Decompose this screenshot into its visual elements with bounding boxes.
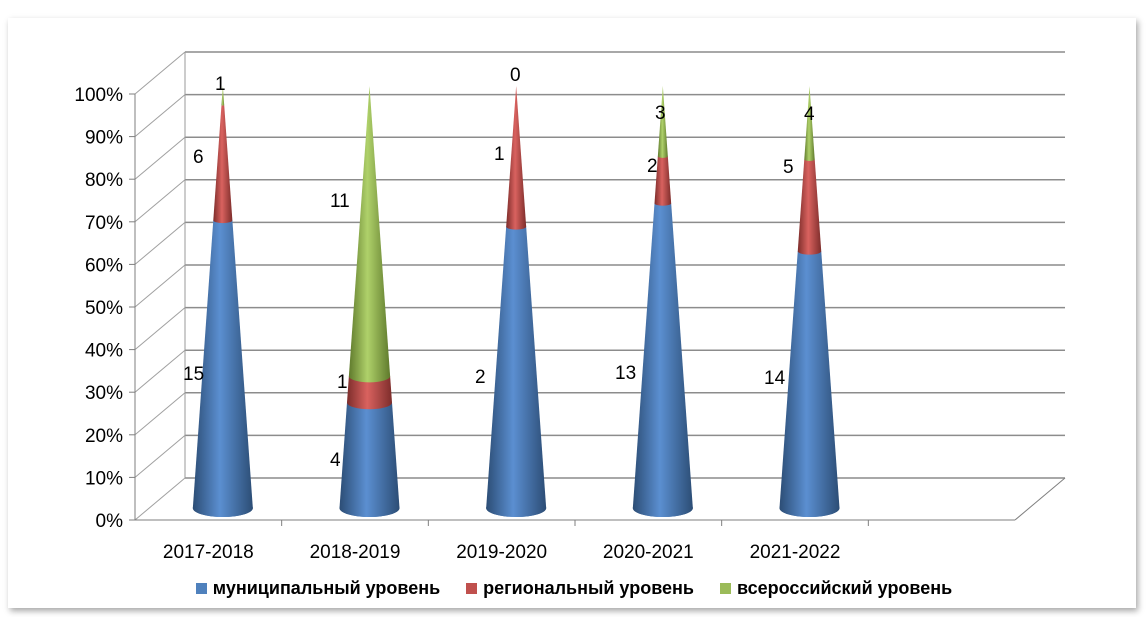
data-label: 15	[183, 364, 204, 385]
cone-segment	[632, 203, 693, 517]
cone-segment	[221, 86, 225, 106]
data-label: 1	[337, 372, 348, 393]
chart-legend: муниципальный уровень региональный уровен…	[0, 578, 1148, 599]
data-label: 11	[330, 191, 350, 212]
grid-depth-line	[134, 349, 186, 393]
cone-segment	[506, 86, 527, 230]
grid-depth-line	[134, 435, 186, 478]
legend-swatch	[719, 583, 731, 594]
data-label: 2	[475, 367, 486, 388]
grid-depth-line	[134, 222, 186, 265]
cone-segment	[486, 226, 547, 518]
grid-depth-line	[134, 477, 186, 521]
y-tick-label: 20%	[85, 426, 123, 447]
grid-depth-line	[134, 264, 186, 308]
y-tick-label: 70%	[85, 213, 123, 234]
y-tick-label: 100%	[74, 85, 123, 106]
cone-segment	[779, 251, 840, 517]
grid-depth-line	[134, 179, 186, 223]
x-tick-label: 2019-2020	[456, 542, 547, 563]
x-tick-label: 2018-2019	[310, 542, 401, 563]
data-label: 13	[615, 363, 636, 384]
data-label: 4	[330, 450, 341, 471]
cone-segment	[654, 156, 672, 206]
grid-depth-line	[134, 51, 186, 95]
legend-swatch	[195, 583, 207, 594]
x-tick-label: 2017-2018	[163, 542, 254, 563]
data-label: 1	[215, 74, 226, 95]
grid-depth-line	[134, 307, 186, 350]
legend-swatch	[466, 583, 478, 594]
cone-segment	[804, 86, 815, 161]
cone-segment	[348, 86, 391, 383]
floor-edge	[1014, 477, 1066, 521]
data-label: 1	[494, 144, 505, 165]
x-tick-label: 2020-2021	[603, 542, 694, 563]
cone-segment	[192, 220, 253, 518]
legend-item: региональный уровень	[466, 578, 694, 599]
data-label: 2	[647, 156, 658, 177]
y-tick-label: 80%	[85, 170, 123, 191]
y-tick-label: 10%	[85, 468, 123, 489]
cone-segment	[339, 402, 400, 517]
data-label: 3	[655, 103, 666, 124]
grid-depth-line	[134, 136, 186, 180]
data-label: 4	[804, 104, 815, 125]
data-label: 6	[193, 147, 204, 168]
grid-depth-line	[134, 94, 186, 137]
data-label: 0	[510, 65, 521, 86]
y-tick-label: 0%	[96, 511, 124, 532]
legend-label: муниципальный уровень	[212, 578, 441, 598]
legend-label: всероссийский уровень	[736, 578, 953, 598]
x-tick-label: 2021-2022	[750, 542, 841, 563]
y-tick-label: 40%	[85, 341, 123, 362]
data-label: 14	[764, 368, 786, 389]
grid-depth-line	[134, 392, 186, 436]
y-tick-label: 90%	[85, 128, 123, 149]
cone-segment	[347, 376, 392, 410]
legend-label: региональный уровень	[483, 578, 694, 598]
y-tick-label: 30%	[85, 383, 123, 404]
data-label: 5	[783, 157, 794, 178]
cone-segment	[213, 105, 233, 224]
legend-item: всероссийский уровень	[719, 578, 953, 599]
legend-item: муниципальный уровень	[195, 578, 441, 599]
cone-segment	[657, 86, 668, 158]
cone-segment	[797, 159, 822, 255]
y-tick-label: 60%	[85, 255, 123, 276]
y-tick-label: 50%	[85, 298, 123, 319]
